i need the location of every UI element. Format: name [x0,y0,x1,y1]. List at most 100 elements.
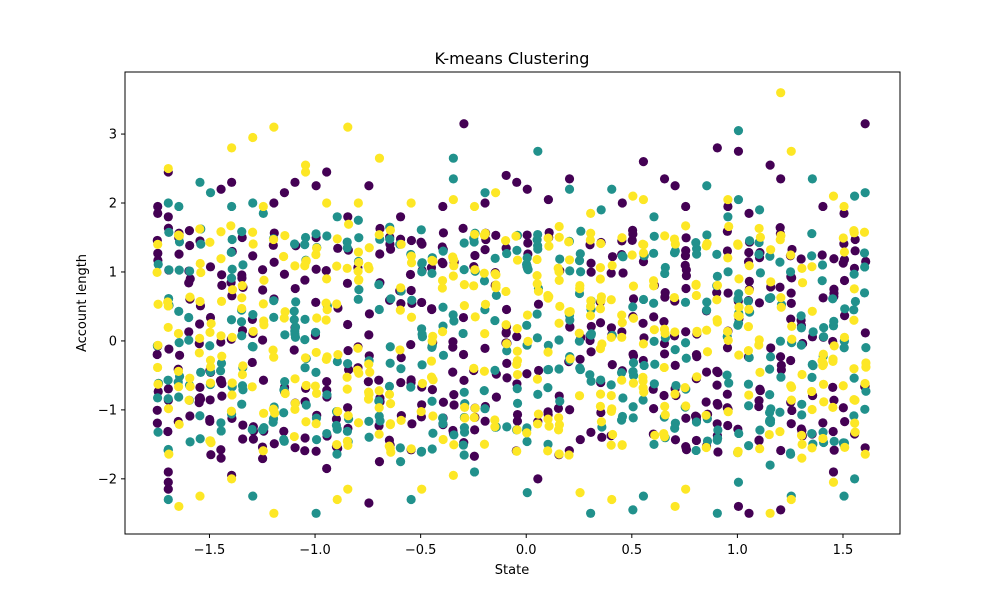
scatter-point [554,267,564,277]
scatter-point [787,321,797,332]
axes-frame [124,71,901,535]
scatter-point [628,402,638,412]
scatter-point [501,320,511,330]
scatter-point [565,405,575,415]
scatter-point [406,235,417,246]
scatter-point [395,345,405,355]
scatter-point [787,405,797,416]
scatter-point [797,399,807,409]
scatter-point [786,298,796,308]
scatter-point [617,332,627,342]
scatter-point [395,305,405,315]
scatter-point [458,328,468,339]
scatter-point [754,335,764,345]
scatter-point [744,352,754,363]
scatter-point [343,440,353,450]
scatter-point [543,340,553,350]
scatter-point [385,419,396,429]
y-axis-label: Account length [75,254,90,352]
scatter-point [290,332,301,342]
scatter-point [502,358,512,368]
scatter-point [764,407,775,418]
scatter-point [343,122,353,132]
scatter-point [659,349,670,359]
scatter-point [153,239,163,249]
scatter-point [860,188,870,198]
scatter-point [258,446,268,456]
scatter-point [670,418,680,428]
scatter-point [374,429,384,439]
scatter-point [153,259,163,270]
scatter-point [365,367,375,377]
scatter-point [576,267,586,277]
scatter-point [164,344,174,354]
scatter-point [364,416,374,426]
scatter-point [829,395,839,405]
scatter-point [712,380,722,390]
scatter-point [206,438,216,448]
scatter-point [502,373,512,383]
scatter-point [480,416,490,426]
scatter-point [754,401,764,412]
scatter-point [617,198,627,208]
scatter-point [174,501,184,512]
x-tick-label: −1.0 [299,543,331,558]
scatter-point [247,382,257,392]
scatter-point [448,194,458,205]
scatter-point [470,425,480,435]
scatter-point [628,505,638,515]
scatter-point [775,282,785,292]
scatter-point [840,304,850,314]
scatter-point [553,425,564,435]
scatter-point [564,255,575,265]
scatter-point [268,234,279,245]
scatter-point [512,177,522,187]
scatter-point [564,174,575,184]
scatter-point [206,362,216,372]
scatter-point [850,418,860,428]
scatter-point [533,474,543,484]
scatter-point [723,288,733,298]
scatter-point [364,330,374,340]
scatter-point [597,432,607,442]
scatter-point [312,243,322,253]
x-tick-label: −1.5 [194,543,226,558]
scatter-point [786,288,796,298]
scatter-point [458,223,468,233]
scatter-point [553,403,564,413]
scatter-point [428,375,438,385]
scatter-point [205,237,215,247]
scatter-point [775,222,785,233]
scatter-point [786,250,796,260]
scatter-point [289,431,299,442]
scatter-point [723,407,733,417]
scatter-point [226,406,236,416]
scatter-point [595,274,605,284]
scatter-point [280,377,290,387]
scatter-point [681,413,691,423]
scatter-point [438,246,448,256]
scatter-point [460,402,470,412]
scatter-point [153,379,163,389]
scatter-point [818,360,828,371]
scatter-point [174,392,184,402]
scatter-point [237,226,247,237]
scatter-point [311,327,321,337]
scatter-point [574,336,584,346]
scatter-point [248,434,258,444]
scatter-point [396,415,406,425]
scatter-point [860,262,870,272]
scatter-point [680,297,691,307]
scatter-point [586,228,596,238]
scatter-point [722,326,733,337]
scatter-point [754,249,764,259]
scatter-point [405,269,416,280]
scatter-point [479,268,489,278]
scatter-point [755,268,766,278]
scatter-point [828,402,838,412]
scatter-point [438,228,449,238]
scatter-point [744,208,754,218]
scatter-point [279,426,289,436]
scatter-point [627,250,637,260]
scatter-point [660,410,670,420]
